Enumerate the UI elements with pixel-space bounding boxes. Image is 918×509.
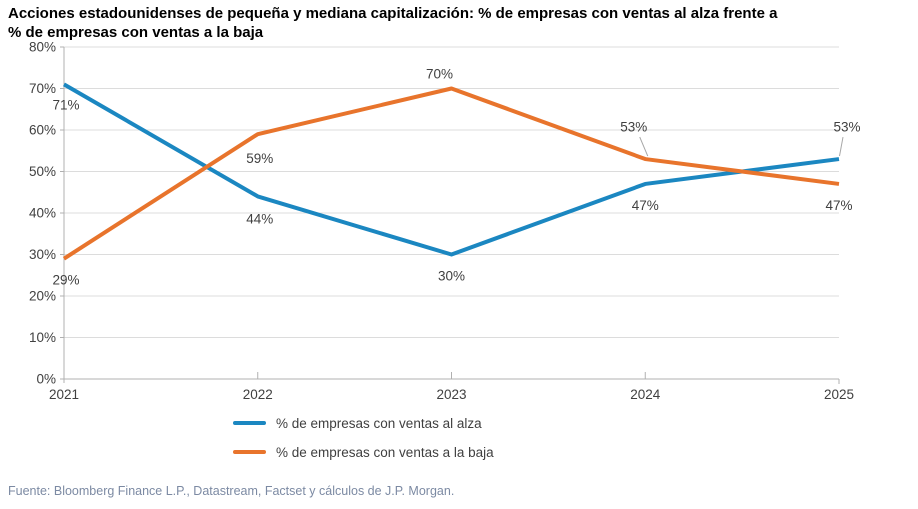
chart-title: Acciones estadounidenses de pequeña y me…: [8, 4, 912, 42]
line-chart: 0% 10% 20% 30% 40% 50% 60% 70% 80% 2021 2022 2023 20…: [29, 40, 861, 403]
source-note: Fuente: Bloomberg Finance L.P., Datastre…: [8, 484, 455, 498]
y-tick-label: 50%: [29, 164, 56, 179]
legend-label: % de empresas con ventas al alza: [276, 415, 482, 431]
series-line-ventas-al-alza: [62, 82, 840, 257]
y-tick-label: 70%: [29, 81, 56, 96]
x-tick-label: 2023: [436, 387, 466, 402]
chart-title-line1: Acciones estadounidenses de pequeña y me…: [8, 5, 778, 22]
legend-label: % de empresas con ventas a la baja: [276, 444, 494, 460]
data-label: 53%: [833, 120, 860, 135]
label-leader-line: [839, 136, 844, 157]
chart-legend: % de empresas con ventas al alza % de em…: [233, 414, 494, 461]
data-label: 59%: [246, 151, 273, 166]
x-tick-label: 2022: [243, 387, 273, 402]
legend-item-ventas-a-la-baja: % de empresas con ventas a la baja: [233, 443, 494, 461]
y-tick-label: 10%: [29, 330, 56, 345]
series-line-ventas-a-la-baja: [62, 86, 840, 261]
y-tick-label: 0%: [36, 372, 56, 387]
data-label: 29%: [52, 273, 79, 288]
data-label: 70%: [426, 67, 453, 82]
data-label: 71%: [52, 97, 79, 112]
data-label: 30%: [438, 269, 465, 284]
x-tick-label: 2021: [49, 387, 79, 402]
legend-swatch-line-icon: [233, 450, 266, 454]
label-leader-line: [639, 136, 649, 157]
data-label: 53%: [620, 120, 647, 135]
chart-title-line2: % de empresas con ventas a la baja: [8, 24, 264, 41]
data-label: 47%: [632, 198, 659, 213]
y-tick-label: 60%: [29, 123, 56, 138]
legend-item-ventas-al-alza: % de empresas con ventas al alza: [233, 414, 494, 432]
y-tick-label: 20%: [29, 289, 56, 304]
data-label: 44%: [246, 211, 273, 226]
y-tick-label: 80%: [29, 40, 56, 55]
y-tick-label: 30%: [29, 247, 56, 262]
y-tick-label: 40%: [29, 206, 56, 221]
data-label: 47%: [825, 198, 852, 213]
x-tick-label: 2024: [630, 387, 661, 402]
legend-swatch-line-icon: [233, 421, 266, 425]
x-tick-label: 2025: [824, 387, 854, 402]
